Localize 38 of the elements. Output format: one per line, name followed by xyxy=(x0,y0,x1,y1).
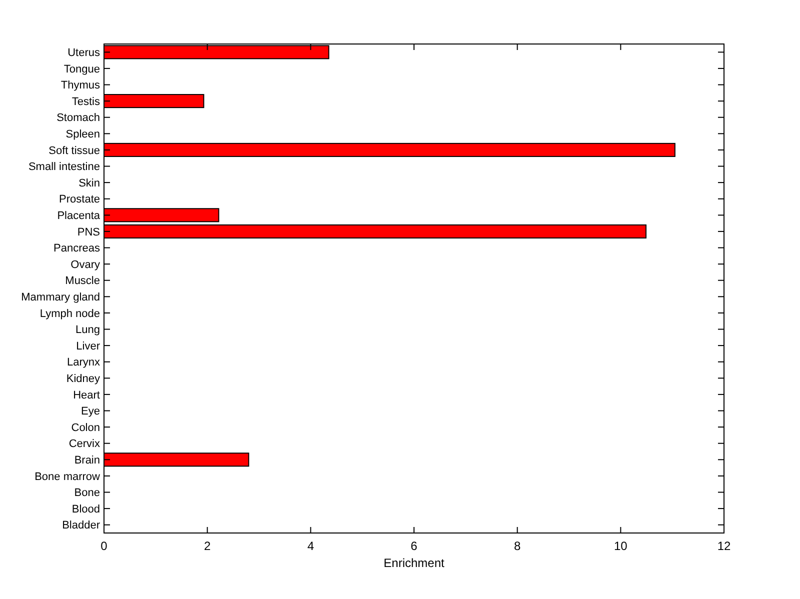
y-tick-label: Heart xyxy=(73,389,100,402)
x-tick-label: 4 xyxy=(307,539,314,553)
y-tick-label: Ovary xyxy=(70,258,100,271)
y-tick-label: Blood xyxy=(72,503,100,516)
y-tick-label: Lung xyxy=(76,324,100,336)
y-tick-label: Skin xyxy=(78,177,100,190)
x-tick-label: 8 xyxy=(514,539,521,553)
y-tick-label: Tongue xyxy=(64,63,100,76)
x-tick-label: 2 xyxy=(204,539,211,553)
y-tick-label: Soft tissue xyxy=(48,144,100,157)
y-tick-label: Lymph node xyxy=(40,308,100,320)
y-tick-label: Bladder xyxy=(62,520,100,532)
y-tick-label: PNS xyxy=(77,226,100,238)
x-tick-label: 12 xyxy=(717,539,731,553)
y-tick-label: Muscle xyxy=(65,275,100,288)
x-tick-label: 0 xyxy=(100,539,108,553)
y-tick-label: Stomach xyxy=(56,112,100,124)
y-tick-label: Cervix xyxy=(68,438,100,450)
y-tick-label: Testis xyxy=(72,96,100,108)
y-tick-label: Thymus xyxy=(60,80,100,92)
x-tick-label: 10 xyxy=(614,539,628,553)
y-tick-label: Brain xyxy=(74,454,100,466)
y-tick-label: Prostate xyxy=(59,194,100,206)
y-tick-label: Pancreas xyxy=(54,242,100,255)
y-tick-label: Small intestine xyxy=(28,161,100,174)
y-tick-label: Kidney xyxy=(66,373,100,385)
x-axis-title: Enrichment xyxy=(384,556,446,570)
y-tick-label: Mammary gland xyxy=(21,292,100,304)
y-tick-label: Colon xyxy=(71,422,100,434)
x-tick-label: 6 xyxy=(410,539,418,553)
y-tick-label: Bone marrow xyxy=(34,470,100,483)
y-tick-label: Uterus xyxy=(68,47,100,59)
y-tick-label: Spleen xyxy=(66,128,100,140)
y-tick-label: Placenta xyxy=(57,210,101,222)
y-tick-label: Liver xyxy=(76,340,100,352)
y-tick-label: Bone xyxy=(74,487,100,500)
y-tick-label: Larynx xyxy=(66,356,100,369)
y-tick-label: Eye xyxy=(81,406,100,418)
